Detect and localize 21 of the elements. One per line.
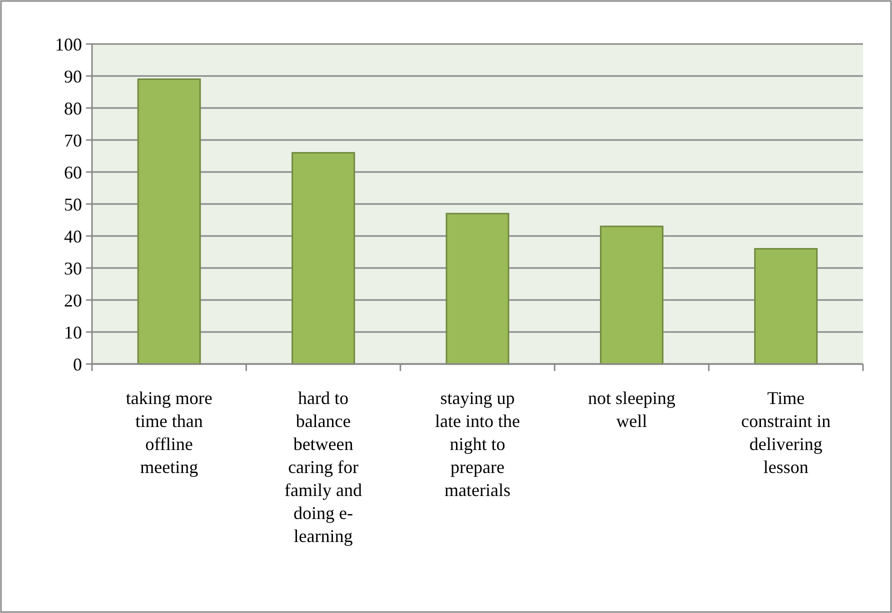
- x-tick-label: Time constraint in delivering lesson: [741, 388, 831, 477]
- bar: [754, 248, 818, 365]
- bar: [446, 212, 510, 365]
- y-tick-label: 30: [64, 258, 82, 278]
- y-tick-label: 80: [64, 98, 82, 118]
- x-tick-label: not sleeping well: [588, 388, 676, 431]
- bar: [600, 226, 664, 365]
- y-tick-label: 70: [64, 130, 82, 150]
- bar: [137, 78, 201, 365]
- bar: [292, 152, 356, 365]
- y-tick-label: 90: [64, 66, 82, 86]
- x-tick-label: hard to balance between caring for family and doing e-learning: [284, 388, 362, 546]
- y-tick-label: 40: [64, 226, 82, 246]
- y-tick-label: 20: [64, 290, 82, 310]
- y-tick-label: 0: [73, 354, 82, 374]
- y-tick-label: 10: [64, 322, 82, 342]
- y-tick-label: 50: [64, 194, 82, 214]
- y-tick-label: 60: [64, 162, 82, 182]
- x-tick-label: taking more time than offline meeting: [126, 388, 212, 477]
- x-tick-label: staying up late into the night to prepare materials: [435, 388, 520, 500]
- y-tick-label: 100: [55, 34, 82, 54]
